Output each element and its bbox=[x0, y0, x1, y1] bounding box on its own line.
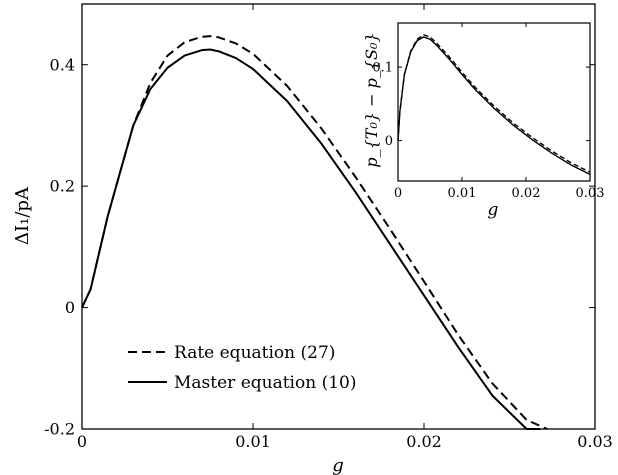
inset-y-ticks: 00.1 bbox=[372, 61, 590, 149]
main-y-ticks: -0.2 0 0.2 0.4 bbox=[44, 55, 595, 439]
main-x-tick-label: 0.03 bbox=[577, 432, 613, 451]
inset-plot: 0 0.01 0.02 0.03 00.1 g p_{T₀} − p_{S₀} bbox=[362, 22, 605, 220]
main-series bbox=[81, 35, 548, 430]
main-y-tick-label: -0.2 bbox=[44, 420, 75, 439]
inset-x-tick-label: 0 bbox=[394, 186, 402, 201]
legend-label: Master equation (10) bbox=[174, 373, 356, 393]
inset-series bbox=[397, 34, 591, 176]
main-x-tick-label: 0.01 bbox=[235, 432, 271, 451]
main-plot: 0 0.01 0.02 0.03 -0.200.20.4 g ΔI₁/pA Rate … bbox=[12, 3, 613, 475]
main-series-solid-line bbox=[81, 48, 541, 430]
main-y-axis-label: ΔI₁/pA bbox=[12, 186, 33, 245]
main-plot-frame bbox=[81, 3, 596, 430]
main-x-tick-label: 0 bbox=[77, 432, 87, 451]
legend-label: Rate equation (27) bbox=[174, 343, 335, 363]
inset-y-tick-label: 0 bbox=[385, 134, 393, 149]
main-y-tick-label: 0.4 bbox=[50, 55, 75, 74]
inset-y-axis-label: p_{T₀} − p_{S₀} bbox=[362, 32, 381, 167]
inset-x-ticks: 0 0.01 0.02 0.03 bbox=[394, 23, 605, 201]
main-x-axis-label: g bbox=[332, 455, 344, 475]
main-y-tick-label: 0 bbox=[65, 298, 75, 317]
inset-x-tick-label: 0.01 bbox=[448, 186, 477, 201]
inset-x-axis-label: g bbox=[488, 200, 499, 220]
inset-y-tick-label: 0.1 bbox=[372, 61, 393, 76]
inset-series-solid-line bbox=[397, 36, 591, 176]
legend: Rate equation (27) Master equation (10) bbox=[128, 343, 356, 393]
inset-x-tick-label: 0.02 bbox=[512, 186, 541, 201]
main-x-ticks: 0 0.01 0.02 0.03 bbox=[77, 4, 613, 451]
inset-plot-frame bbox=[397, 22, 591, 182]
main-x-tick-label: 0.02 bbox=[406, 432, 442, 451]
main-y-tick-label: 0.2 bbox=[50, 177, 75, 196]
inset-x-tick-label: 0.03 bbox=[576, 186, 605, 201]
